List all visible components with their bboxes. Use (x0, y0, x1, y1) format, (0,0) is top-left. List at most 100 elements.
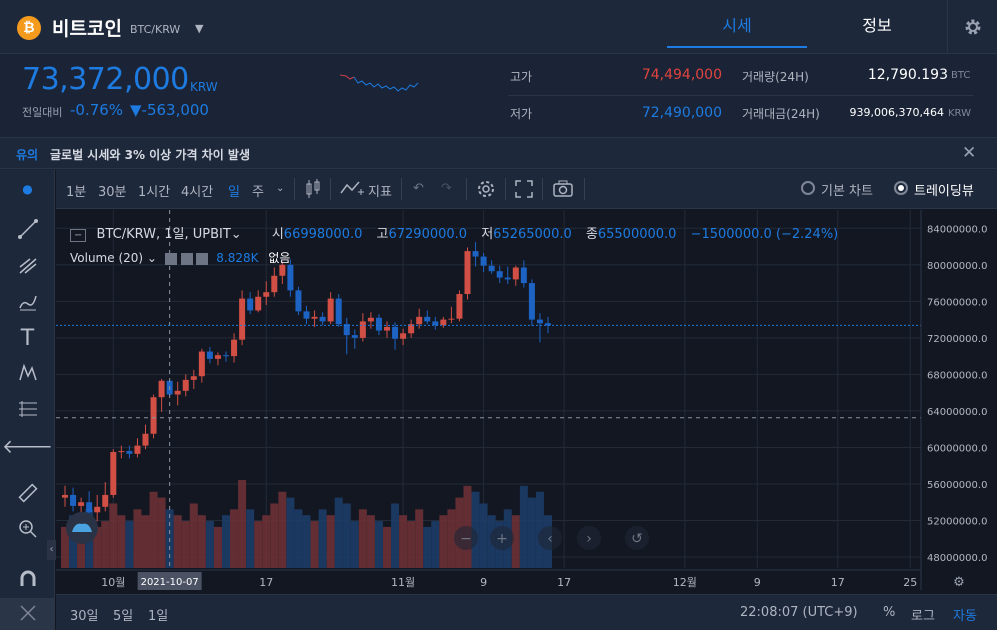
remove-icon[interactable] (196, 252, 209, 265)
basic-chart-radio[interactable] (801, 181, 815, 195)
volume-bar (93, 526, 102, 568)
indicator-icon[interactable] (340, 179, 364, 201)
x-tick-label: 17 (831, 576, 845, 589)
toolbar-divider (401, 178, 402, 200)
volume-bar (238, 480, 247, 568)
candle-body (488, 265, 495, 272)
camera-icon[interactable] (552, 179, 574, 203)
coin-name[interactable]: 비트코인 (52, 18, 122, 40)
tradingview-label[interactable]: 트레이딩뷰 (914, 184, 974, 199)
indicator-button[interactable]: 지표 (368, 185, 392, 200)
y-tick-label: 60000000.0 (927, 443, 987, 454)
ruler-icon[interactable] (0, 482, 55, 509)
tab-info[interactable]: 정보 (862, 16, 892, 35)
coin-pair[interactable]: BTC/KRW (130, 23, 181, 36)
arrow-back-icon[interactable]: 🡐 (2, 436, 53, 458)
candlestick-chart[interactable]: 2021-10-0763245246.573372000.0−+‹›↺ 8400… (56, 210, 997, 590)
y-tick-label: 48000000.0 (927, 553, 987, 564)
eye-icon[interactable] (164, 252, 177, 265)
undo-icon[interactable]: ↶ (413, 181, 424, 196)
fib-retracement-icon[interactable] (0, 398, 55, 425)
interval-day[interactable]: 일 (228, 185, 240, 200)
candle-body (271, 275, 278, 293)
candle-body (528, 283, 535, 320)
volume-unit: BTC (951, 70, 971, 81)
magnet-icon[interactable] (0, 568, 55, 595)
candle-body (303, 311, 310, 319)
candle-body (102, 494, 109, 507)
interval-4h[interactable]: 4시간 (181, 185, 214, 200)
zoom-in-icon[interactable] (0, 518, 55, 545)
notice-tag: 유의 (16, 148, 39, 162)
range-30d[interactable]: 30일 (70, 609, 99, 624)
volume-bar (69, 515, 78, 568)
x-tick-label: 25 (903, 576, 917, 589)
low-value: 72,490,000 (641, 105, 722, 121)
candle-body (432, 321, 439, 326)
trend-line-icon[interactable] (0, 218, 55, 245)
candle-body (408, 324, 415, 334)
tradingview-radio[interactable] (894, 181, 908, 195)
turnover-label: 거래대금(24H) (742, 107, 820, 121)
x-tick-label: 12월 (673, 576, 697, 589)
price-sparkline (340, 74, 419, 92)
candle-body (223, 355, 229, 357)
interval-30m[interactable]: 30분 (98, 185, 127, 200)
close-icon[interactable]: ✕ (962, 143, 977, 163)
candle-body (78, 502, 85, 506)
candle-body (400, 333, 407, 339)
legend-close-value: 65500000.0 (597, 227, 677, 242)
candle-body (496, 271, 503, 278)
redo-icon[interactable]: ↷ (441, 181, 452, 196)
legend-low-value: 65265000.0 (493, 227, 572, 242)
legend-high-label: 고 (376, 227, 389, 242)
candle-body (472, 251, 479, 257)
volume-bar (278, 491, 287, 568)
fullscreen-icon[interactable] (514, 179, 534, 203)
auto-toggle[interactable]: 자동 (953, 609, 977, 624)
lock-drawing-icon[interactable] (0, 598, 55, 630)
candle-body (150, 397, 157, 434)
chevron-down-icon[interactable]: ▼ (195, 22, 204, 35)
volume-bar (181, 521, 190, 568)
cursor-dot-icon[interactable]: ● (22, 182, 33, 196)
tab-market[interactable]: 시세 (667, 0, 807, 48)
volume-bar (350, 521, 359, 568)
turnover-unit: KRW (948, 108, 971, 119)
pattern-icon[interactable] (0, 362, 55, 389)
interval-1m[interactable]: 1분 (66, 185, 87, 200)
candle-body (70, 494, 77, 506)
volume-title[interactable]: Volume (20) (70, 251, 144, 265)
candle-body (255, 296, 262, 311)
percent-toggle[interactable]: % (883, 605, 896, 620)
candle-body (295, 290, 302, 312)
candle-body (182, 379, 189, 391)
text-tool-icon[interactable]: T (20, 326, 35, 351)
log-toggle[interactable]: 로그 (911, 609, 935, 624)
settings-small-icon[interactable] (180, 252, 193, 265)
x-tick-label: 9 (754, 576, 761, 589)
range-1d[interactable]: 1일 (148, 609, 169, 624)
crosshair-date-badge (137, 572, 202, 590)
clock-time[interactable]: 22:08:07 (UTC+9) (740, 605, 858, 620)
collapse-toolbar-icon[interactable]: ‹ (47, 540, 56, 560)
interval-1h[interactable]: 1시간 (138, 185, 171, 200)
volume-bar (391, 503, 400, 568)
brush-icon[interactable] (0, 290, 55, 317)
volume-bar (230, 509, 239, 568)
candle-body (424, 316, 431, 322)
gear-icon[interactable] (947, 0, 997, 54)
pitchfork-icon[interactable] (0, 254, 55, 281)
interval-dropdown-icon[interactable]: ⌄ (276, 183, 285, 194)
interval-week[interactable]: 주 (252, 185, 264, 200)
volume-bar (109, 503, 118, 568)
legend-open-label: 시 (271, 227, 284, 242)
legend-collapse-icon[interactable]: − (70, 229, 87, 242)
chart-settings-icon[interactable] (476, 179, 496, 203)
basic-chart-label[interactable]: 기본 차트 (821, 184, 873, 199)
cloud-icon (72, 523, 92, 532)
candle-type-icon[interactable] (304, 178, 322, 204)
range-5d[interactable]: 5일 (113, 609, 134, 624)
legend-title[interactable]: BTC/KRW, 1일, UPBIT (96, 227, 231, 242)
toolbar-divider (542, 178, 543, 200)
